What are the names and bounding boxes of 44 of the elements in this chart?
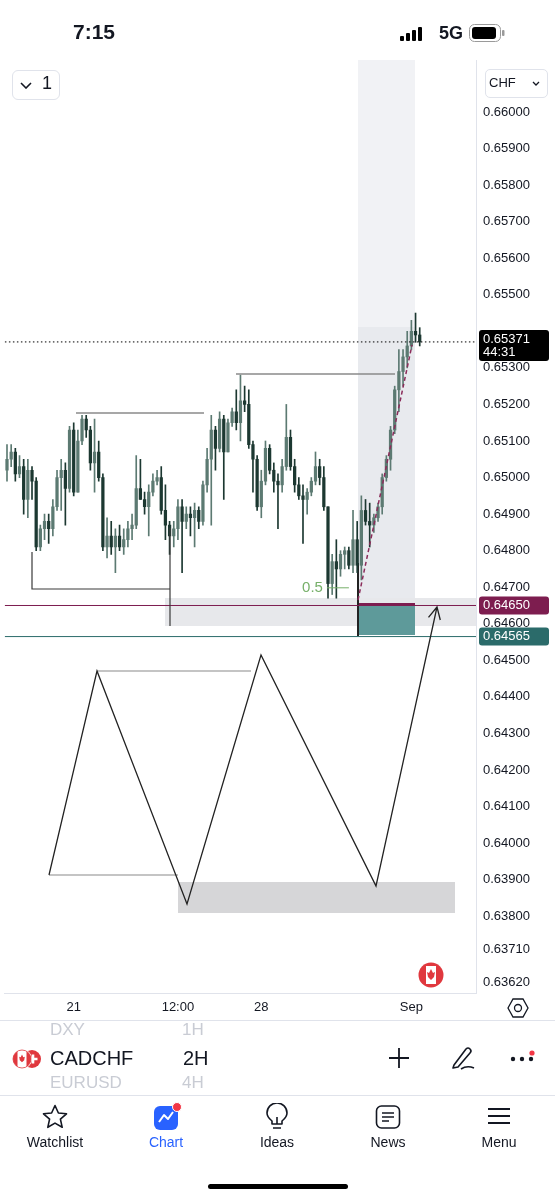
annotation: 1 xyxy=(42,73,53,95)
text: Watchlist xyxy=(25,1134,85,1151)
x-tick-label: 28 xyxy=(254,999,269,1015)
y-tick-label: 0.65500 xyxy=(483,286,530,302)
text: 7:15 xyxy=(73,19,116,45)
y-tick-label: 0.63710 xyxy=(483,940,530,956)
y-tick-label: 0.65100 xyxy=(483,432,530,448)
y-tick-label: 0.64700 xyxy=(483,578,530,594)
ref-line-label: 0.64565 xyxy=(483,628,530,644)
annotation: 0.5 xyxy=(302,577,323,595)
y-tick-label: 0.63900 xyxy=(483,871,530,887)
y-tick-label: 0.64500 xyxy=(483,651,530,667)
y-tick-label: 0.64400 xyxy=(483,688,530,704)
text: Menu xyxy=(480,1134,518,1151)
y-tick-label: 0.64800 xyxy=(483,542,530,558)
text: CHF xyxy=(489,75,516,91)
x-tick-label: 21 xyxy=(66,999,81,1015)
x-tick-label: Sep xyxy=(399,999,423,1015)
y-tick-label: 0.64900 xyxy=(483,505,530,521)
y-tick-label: 0.65000 xyxy=(483,469,530,485)
y-tick-label: 0.65200 xyxy=(483,396,530,412)
y-tick-label: 0.65900 xyxy=(483,140,530,156)
y-tick-label: 0.65700 xyxy=(483,213,530,229)
x-tick-label: 12:00 xyxy=(161,999,195,1015)
y-tick-label: 0.63800 xyxy=(483,907,530,923)
ref-line-label: 0.64650 xyxy=(483,597,530,613)
text: CADCHF xyxy=(50,1046,134,1070)
y-tick-label: 0.63620 xyxy=(483,973,530,989)
text: 44:31 xyxy=(483,343,516,359)
text: 2H xyxy=(183,1046,209,1070)
y-tick-label: 0.64300 xyxy=(483,725,530,741)
y-tick-label: 0.66000 xyxy=(483,103,530,119)
y-tick-label: 0.65300 xyxy=(483,359,530,375)
text: News xyxy=(369,1134,407,1151)
y-tick-label: 0.65800 xyxy=(483,176,530,192)
y-tick-label: 0.65600 xyxy=(483,249,530,265)
text: Chart xyxy=(147,1134,185,1151)
y-tick-label: 0.64600 xyxy=(483,615,530,631)
text: 5G xyxy=(439,23,464,45)
ref-line-label: 0.65371 xyxy=(483,330,530,346)
y-tick-label: 0.64200 xyxy=(483,761,530,777)
y-tick-label: 0.64000 xyxy=(483,834,530,850)
text: Ideas xyxy=(258,1134,296,1151)
y-tick-label: 0.64100 xyxy=(483,798,530,814)
